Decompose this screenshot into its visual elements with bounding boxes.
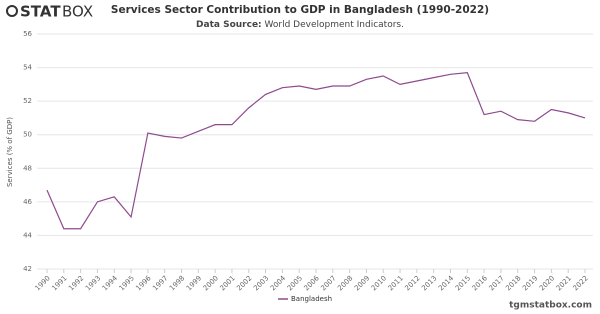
x-tick-label: 2008 <box>336 274 354 292</box>
logo-icon <box>6 5 18 17</box>
x-tick-label: 2011 <box>387 274 405 292</box>
x-tick-label: 2015 <box>454 274 472 292</box>
y-tick-label: 54 <box>23 64 32 72</box>
x-tick-label: 1999 <box>185 274 203 292</box>
footer: tgmstatbox.com <box>509 301 592 311</box>
y-tick-label: 42 <box>23 265 32 273</box>
logo-light: BOX <box>62 3 93 21</box>
logo: STAT BOX <box>6 3 93 21</box>
x-tick-label: 2016 <box>471 274 490 293</box>
x-tick-label: 2021 <box>555 274 573 292</box>
x-tick-label: 2013 <box>420 274 438 292</box>
x-tick-label: 2019 <box>521 274 539 292</box>
x-tick-label: 2003 <box>252 274 270 292</box>
subtitle: Data Source: World Development Indicator… <box>196 20 404 30</box>
line <box>46 71 586 230</box>
x-tick-label: 2014 <box>437 274 456 293</box>
x-tick-label: 2006 <box>303 274 322 293</box>
x-tick-label: 1997 <box>151 274 169 292</box>
y-tick-label: 52 <box>23 97 32 105</box>
y-tick-label: 48 <box>23 164 32 172</box>
y-tick-label: 56 <box>23 30 32 38</box>
x-tick-label: 2012 <box>403 274 421 292</box>
x-tick-label: 2009 <box>353 274 371 292</box>
x-tick-label: 2022 <box>572 274 590 292</box>
x-tick-label: 2010 <box>370 274 388 292</box>
x-tick-label: 1991 <box>50 274 68 292</box>
source: World Development Indicators. <box>265 20 404 30</box>
y-tick-label: 44 <box>23 231 32 239</box>
x-tick-label: 2017 <box>488 274 506 292</box>
x-tick-label: 2020 <box>538 274 556 292</box>
x-tick-label: 1994 <box>101 274 120 293</box>
x-tick-label: 2000 <box>202 274 220 292</box>
x-tick-label: 1996 <box>134 274 153 293</box>
x-tick-label: 1998 <box>168 274 186 292</box>
x-tick-label: 1995 <box>118 274 136 292</box>
legend-label: Bangladesh <box>291 295 332 303</box>
x-tick-label: 2018 <box>504 274 522 292</box>
x-tick-label: 2004 <box>269 274 288 293</box>
logo-bold: STAT <box>20 3 61 21</box>
y-tick-label: 50 <box>23 131 32 139</box>
y-axis-label: Services (% of GDP) <box>6 117 14 187</box>
x-tick-label: 2007 <box>319 274 337 292</box>
source-label: Data Source: <box>196 20 262 30</box>
x-tick-label: 1990 <box>34 274 52 292</box>
x-tick-label: 2001 <box>219 274 237 292</box>
chart-title: Services Sector Contribution to GDP in B… <box>111 4 489 16</box>
x-tick-label: 2002 <box>235 274 253 292</box>
x-tick-label: 2005 <box>286 274 304 292</box>
y-tick-label: 46 <box>23 198 32 206</box>
x-tick-label: 1993 <box>84 274 102 292</box>
x-tick-label: 1992 <box>67 274 85 292</box>
